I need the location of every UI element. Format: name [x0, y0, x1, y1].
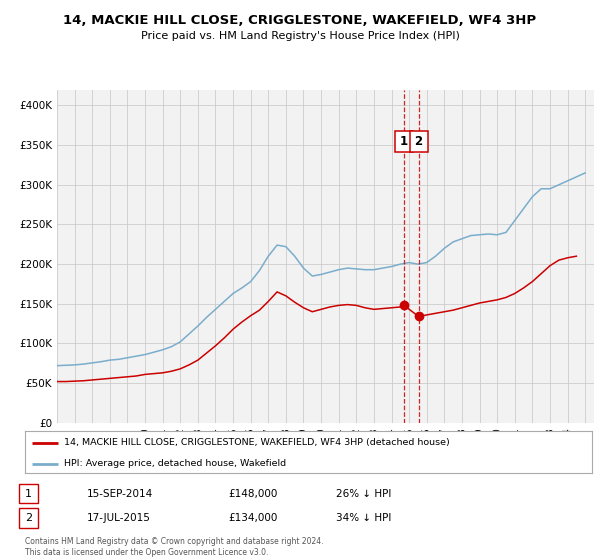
- Text: 17-JUL-2015: 17-JUL-2015: [87, 513, 151, 523]
- Text: HPI: Average price, detached house, Wakefield: HPI: Average price, detached house, Wake…: [64, 459, 286, 469]
- Text: Price paid vs. HM Land Registry's House Price Index (HPI): Price paid vs. HM Land Registry's House …: [140, 31, 460, 41]
- Text: 2: 2: [25, 513, 32, 523]
- Text: 15-SEP-2014: 15-SEP-2014: [87, 489, 153, 499]
- Text: £148,000: £148,000: [228, 489, 277, 499]
- Text: 1: 1: [400, 134, 408, 148]
- Text: 14, MACKIE HILL CLOSE, CRIGGLESTONE, WAKEFIELD, WF4 3HP (detached house): 14, MACKIE HILL CLOSE, CRIGGLESTONE, WAK…: [64, 438, 449, 447]
- Text: This data is licensed under the Open Government Licence v3.0.: This data is licensed under the Open Gov…: [25, 548, 269, 557]
- Text: 2: 2: [415, 134, 423, 148]
- Text: £134,000: £134,000: [228, 513, 277, 523]
- Text: 14, MACKIE HILL CLOSE, CRIGGLESTONE, WAKEFIELD, WF4 3HP: 14, MACKIE HILL CLOSE, CRIGGLESTONE, WAK…: [64, 14, 536, 27]
- Text: 26% ↓ HPI: 26% ↓ HPI: [336, 489, 391, 499]
- Text: 34% ↓ HPI: 34% ↓ HPI: [336, 513, 391, 523]
- Text: Contains HM Land Registry data © Crown copyright and database right 2024.: Contains HM Land Registry data © Crown c…: [25, 537, 324, 546]
- Text: 1: 1: [25, 489, 32, 499]
